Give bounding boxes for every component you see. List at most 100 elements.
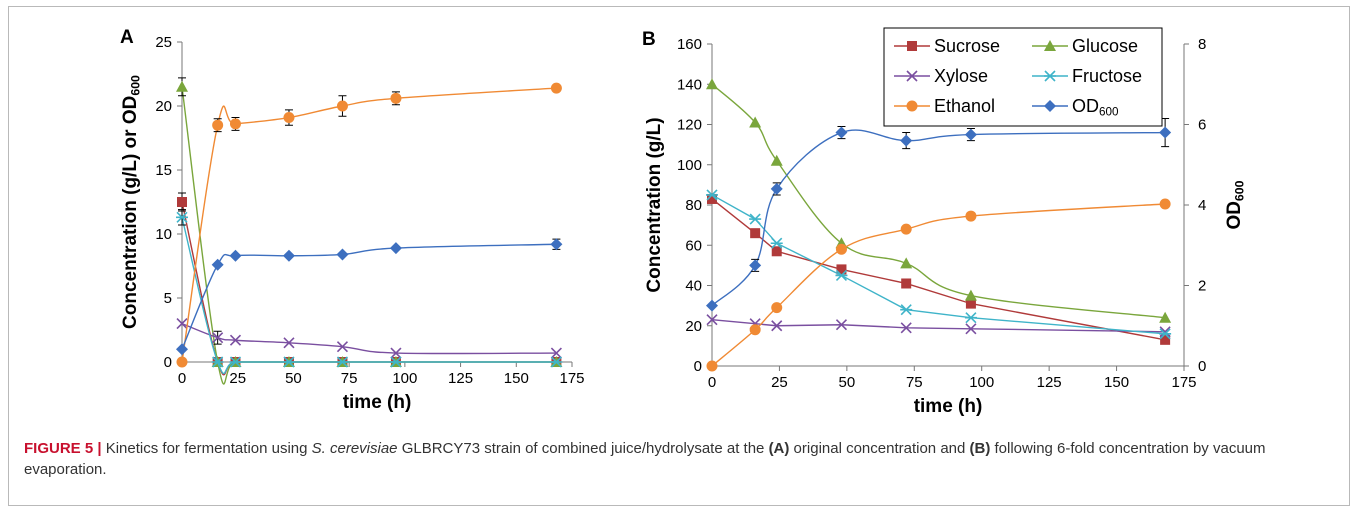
data-point-xylose <box>283 337 295 349</box>
data-point-od600 <box>229 249 242 262</box>
data-point-od600 <box>1159 126 1172 139</box>
data-point-xylose <box>212 332 224 344</box>
series-line-fructose <box>181 217 557 375</box>
data-point-ethanol <box>835 243 847 255</box>
data-point-glucose <box>770 154 783 166</box>
x-tick-label: 175 <box>1171 374 1196 391</box>
data-point-fructose <box>706 189 718 201</box>
legend-label: Xylose <box>934 66 988 86</box>
data-point-fructose <box>964 312 977 324</box>
data-point-fructose <box>1159 328 1172 340</box>
data-point-fructose <box>336 356 349 368</box>
data-point-ethanol <box>176 356 188 368</box>
y-tick-label: 0 <box>164 354 172 371</box>
data-point-glucose <box>1159 311 1172 323</box>
figure-frame <box>8 6 1350 506</box>
data-point-od600 <box>211 258 224 271</box>
data-point-od600 <box>770 182 783 195</box>
series-line-sucrose <box>181 201 557 376</box>
y2-tick-label: 4 <box>1198 197 1206 214</box>
data-point-od600 <box>900 134 913 147</box>
y-tick-label: 40 <box>685 278 702 295</box>
panel-letter: B <box>642 29 656 50</box>
x-tick-label: 150 <box>1104 374 1129 391</box>
y-tick-label: 80 <box>685 197 702 214</box>
legend-label: Ethanol <box>934 96 995 116</box>
data-point-fructose <box>749 213 762 225</box>
y-tick-label: 100 <box>677 157 702 174</box>
data-point-xylose <box>336 341 349 353</box>
y-axis-title: Concentration (g/L) or OD600 <box>120 75 143 329</box>
data-point-sucrose <box>771 246 782 257</box>
x-tick-label: 150 <box>504 370 529 387</box>
data-point-xylose <box>229 334 242 346</box>
y2-tick-label: 6 <box>1198 117 1206 134</box>
y2-axis-title: OD600 <box>1224 180 1247 229</box>
data-point-od600 <box>176 343 188 356</box>
caption-text-2: GLBRCY73 strain of combined juice/hydrol… <box>397 440 769 457</box>
data-point-sucrose <box>965 298 976 309</box>
series-glucose <box>706 78 1172 323</box>
legend-swatch-marker <box>1044 70 1056 82</box>
caption-organism: S. cerevisiae <box>311 440 398 457</box>
legend-item-fructose: Fructose <box>1032 66 1142 86</box>
legend-item-xylose: Xylose <box>894 66 988 86</box>
data-point-xylose <box>706 314 718 326</box>
series-line-fructose <box>711 194 1166 335</box>
legend-item-sucrose: Sucrose <box>894 36 1000 56</box>
data-point-glucose <box>706 78 718 90</box>
data-point-sucrose <box>177 197 187 207</box>
data-point-ethanol <box>749 324 761 336</box>
legend-swatch-marker <box>906 70 918 82</box>
legend-label: Glucose <box>1072 36 1138 56</box>
caption-text-1: Kinetics for fermentation using <box>101 440 312 457</box>
data-point-ethanol <box>283 112 295 124</box>
data-point-fructose <box>282 356 295 368</box>
y2-tick-label: 2 <box>1198 278 1206 295</box>
data-point-ethanol <box>212 119 224 131</box>
y-tick-label: 10 <box>155 226 172 243</box>
y-tick-label: 140 <box>677 76 702 93</box>
x-tick-label: 0 <box>708 374 716 391</box>
data-point-fructose <box>211 356 224 368</box>
data-point-fructose <box>770 237 783 249</box>
x-tick-label: 75 <box>906 374 923 391</box>
data-point-fructose <box>389 356 402 368</box>
data-point-xylose <box>771 320 783 332</box>
data-point-sucrose <box>707 193 717 204</box>
y-axis-title: Concentration (g/L) <box>644 117 665 292</box>
data-point-ethanol <box>336 100 348 112</box>
series-line-glucose <box>181 86 557 385</box>
caption-label: FIGURE 5 | <box>24 440 102 457</box>
y-tick-label: 20 <box>685 318 702 335</box>
series-line-od600 <box>181 243 557 350</box>
x-tick-label: 125 <box>448 370 473 387</box>
legend-swatch-marker <box>906 100 918 112</box>
data-point-ethanol <box>965 210 977 222</box>
chart-panel-a: 0 25 50 75 100 125 150 175 0 5 10 15 20 25 time (h) Con… <box>120 27 585 413</box>
x-axis-title: time (h) <box>343 392 412 413</box>
series-line-ethanol <box>181 87 557 363</box>
y-tick-label: 60 <box>685 237 702 254</box>
caption-panel-a-ref: (A) <box>768 440 790 457</box>
data-point-glucose <box>749 116 762 128</box>
legend-item-ethanol: Ethanol <box>894 96 995 116</box>
legend-item-glucose: Glucose <box>1032 36 1138 56</box>
legend-box <box>883 27 1163 127</box>
data-point-sucrose <box>750 228 761 239</box>
data-point-ethanol <box>550 82 562 94</box>
series-fructose <box>176 209 563 375</box>
data-point-od600 <box>389 242 402 255</box>
data-point-xylose <box>835 319 848 331</box>
data-point-xylose <box>965 323 977 335</box>
caption-panel-b-ref: (B) <box>969 440 991 457</box>
y-tick-label: 15 <box>155 162 172 179</box>
series-od600 <box>176 238 563 356</box>
x-tick-label: 0 <box>178 370 186 387</box>
x-tick-label: 100 <box>392 370 417 387</box>
series-xylose <box>176 318 562 359</box>
series-sucrose <box>707 193 1171 345</box>
chart-panel-b: 0 25 50 75 100 125 150 175020406080100120140160… <box>642 27 1247 417</box>
data-point-xylose <box>550 347 562 359</box>
x-tick-label: 75 <box>341 370 358 387</box>
